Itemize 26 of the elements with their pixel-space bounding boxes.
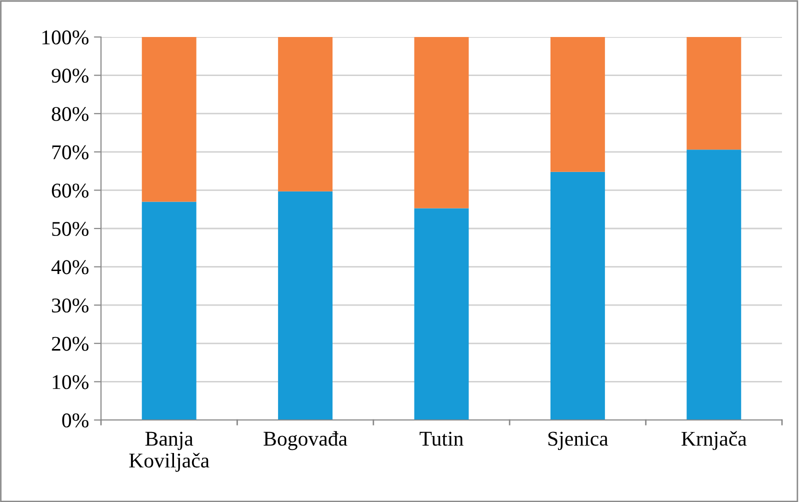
y-tick-label: 10% <box>52 375 88 390</box>
bar <box>414 208 469 420</box>
bar <box>278 191 333 420</box>
bar <box>550 37 605 172</box>
bar <box>278 37 333 192</box>
bar <box>142 202 196 420</box>
x-tick-label: Krnjača <box>682 431 747 450</box>
y-tick-label: 40% <box>51 260 88 274</box>
x-tick-label: Sjenica <box>548 432 608 450</box>
bar <box>142 37 196 202</box>
x-tick-label: Bogovađa <box>264 431 348 450</box>
y-tick-label: 20% <box>52 336 88 351</box>
bar <box>686 150 742 420</box>
bar <box>550 172 605 420</box>
y-tick-label: 100% <box>42 30 88 44</box>
y-tick-label: 30% <box>52 298 88 313</box>
y-tick-label: 90% <box>52 68 88 83</box>
y-tick-label: 0% <box>62 413 88 428</box>
y-tick-label: 50% <box>52 222 88 236</box>
y-tick-label: 80% <box>52 106 88 122</box>
bar <box>686 37 742 150</box>
bar <box>414 37 469 208</box>
y-tick-label: 70% <box>52 145 88 160</box>
y-tick-label: 60% <box>52 184 88 198</box>
x-tick-label: Tutin <box>420 432 464 446</box>
x-tick-label: Banja Koviljača <box>129 432 210 472</box>
